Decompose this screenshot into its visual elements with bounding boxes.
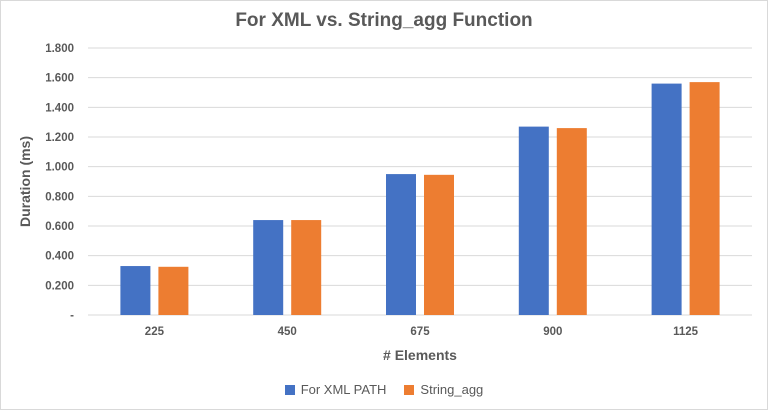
bar-series-1-675 (386, 174, 416, 315)
x-axis-title: # Elements (383, 347, 457, 363)
bar-series-1-900 (518, 126, 549, 315)
legend-label-series-2: String_agg (420, 382, 484, 397)
y-tick-label-3: 0.600 (45, 221, 74, 233)
bar-series-1-225 (120, 266, 151, 315)
bar-series-2-1125 (689, 82, 720, 315)
y-tick-label-9: 1.800 (45, 43, 74, 55)
y-axis-title: Duration (ms) (17, 136, 33, 227)
y-tick-label-4: 0.800 (45, 191, 74, 203)
legend-item-series-2: String_agg (404, 382, 483, 397)
bar-series-1-1125 (651, 83, 682, 315)
legend-label-series-1: For XML PATH (300, 382, 387, 397)
y-tick-label-5: 1.000 (45, 162, 74, 174)
x-tick-label-900: 900 (543, 326, 562, 338)
legend-swatch-series-1 (284, 384, 295, 395)
bar-series-2-225 (158, 266, 189, 315)
bar-series-2-675 (424, 174, 454, 315)
y-tick-label-0: - (70, 310, 74, 322)
chart-legend: For XML PATH String_agg (0, 382, 768, 397)
y-tick-label-2: 0.400 (45, 251, 74, 263)
bar-series-2-900 (556, 128, 587, 315)
legend-item-series-1: For XML PATH (284, 382, 387, 397)
x-tick-label-1125: 1125 (673, 326, 699, 338)
y-tick-label-7: 1.400 (45, 102, 74, 114)
x-tick-label-225: 225 (145, 326, 165, 338)
bar-series-2-450 (291, 220, 322, 315)
chart-title: For XML vs. String_agg Function (235, 10, 533, 31)
y-tick-label-1: 0.200 (45, 280, 74, 292)
legend-swatch-series-2 (404, 384, 415, 395)
x-tick-label-675: 675 (410, 326, 430, 338)
x-tick-label-450: 450 (278, 326, 297, 338)
y-tick-label-6: 1.200 (45, 132, 74, 144)
bar-series-1-450 (253, 220, 284, 315)
y-tick-label-8: 1.600 (45, 73, 74, 85)
